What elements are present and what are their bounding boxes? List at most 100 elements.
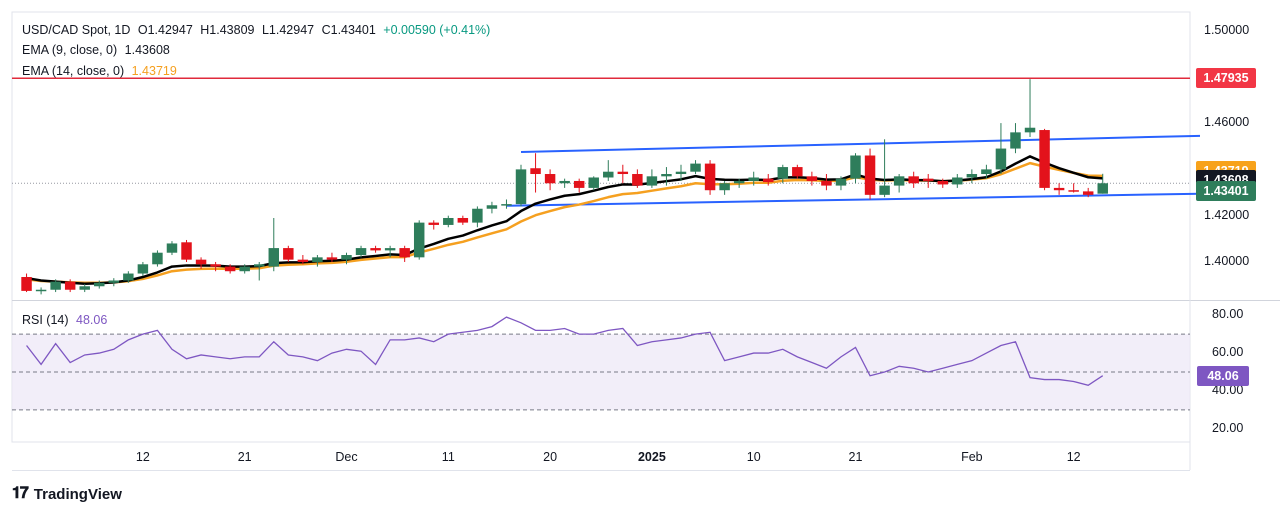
candle-body xyxy=(690,163,701,172)
candle-body xyxy=(646,176,658,186)
high-value: H1.43809 xyxy=(200,23,255,37)
candle-body xyxy=(617,171,629,175)
candle-body xyxy=(443,217,454,225)
open-value: O1.42947 xyxy=(137,23,193,37)
candle-body xyxy=(181,242,192,260)
candle-body xyxy=(763,178,774,183)
rsi-line xyxy=(26,316,1104,386)
candle-body xyxy=(501,204,512,206)
candle-body xyxy=(64,281,76,290)
candle-body xyxy=(893,176,905,186)
candle-body xyxy=(806,176,818,181)
rsi-label: RSI (14) xyxy=(22,313,69,327)
low-value: L1.42947 xyxy=(261,23,315,37)
candle-body xyxy=(370,248,381,251)
rsi-axis-tick: 60.00 xyxy=(1212,345,1244,360)
time-axis-tick: 21 xyxy=(237,450,252,464)
candle-body xyxy=(210,264,221,267)
candle-body xyxy=(908,176,919,184)
candle-body xyxy=(413,222,425,258)
candle-body xyxy=(1082,191,1094,195)
price-tag: 1.47935 xyxy=(1196,68,1256,89)
candle-body xyxy=(297,259,309,262)
ema9-line xyxy=(26,155,1103,285)
candle-body xyxy=(253,264,265,267)
time-axis-tick: 20 xyxy=(543,450,558,464)
candle-body xyxy=(879,185,890,195)
candle-body xyxy=(486,205,498,209)
candle-body xyxy=(864,155,876,195)
time-axis-tick: Dec xyxy=(335,450,358,464)
candle-body xyxy=(35,289,47,292)
candle-body xyxy=(588,177,599,188)
candle-body xyxy=(573,180,585,188)
candle-body xyxy=(1039,130,1050,188)
time-axis-tick: 21 xyxy=(848,450,863,464)
price-tag: 1.43401 xyxy=(1196,181,1256,202)
candle-body xyxy=(922,178,934,181)
candle-body xyxy=(1068,190,1079,192)
candle-body xyxy=(995,148,1007,170)
candle-body xyxy=(733,180,745,184)
candle-body xyxy=(123,273,134,281)
candle-body xyxy=(1097,183,1108,194)
candle-body xyxy=(937,180,949,185)
candle-body xyxy=(152,252,163,265)
candle-body xyxy=(632,174,643,186)
price-axis-tick: 1.50000 xyxy=(1204,22,1250,37)
candle-body xyxy=(559,180,570,184)
candle-body xyxy=(472,208,483,223)
candle-body xyxy=(981,169,992,175)
ema14-legend: EMA (14, close, 0) 1.43719 xyxy=(22,64,181,78)
candle-body xyxy=(428,222,439,225)
brand-name: TradingView xyxy=(33,485,122,503)
candle-body xyxy=(268,248,280,267)
candle-body xyxy=(79,286,90,290)
candle-body xyxy=(777,167,789,179)
tradingview-logo-icon: 𝟏𝟕 xyxy=(12,485,29,502)
price-axis-tick: 1.42000 xyxy=(1204,207,1250,222)
tradingview-brand[interactable]: 𝟏𝟕 TradingView xyxy=(12,485,122,503)
candle-body xyxy=(661,174,672,177)
symbol-title: USD/CAD Spot, 1D xyxy=(22,23,131,37)
time-axis-tick: 12 xyxy=(1066,450,1081,464)
candle-body xyxy=(748,177,759,181)
candle-body xyxy=(283,248,294,260)
time-axis-tick: 12 xyxy=(135,450,150,464)
rsi-axis-tick: 40.00 xyxy=(1212,382,1244,397)
candle-body xyxy=(166,243,178,253)
price-axis-tick: 1.40000 xyxy=(1204,253,1250,268)
candle-body xyxy=(1024,127,1036,133)
time-axis-tick: 2025 xyxy=(637,450,666,464)
symbol-legend: USD/CAD Spot, 1D O1.42947 H1.43809 L1.42… xyxy=(22,23,494,37)
candle-body xyxy=(137,264,149,274)
candle-body xyxy=(224,266,236,272)
candle-body xyxy=(384,248,396,251)
ema9-label: EMA (9, close, 0) xyxy=(22,43,118,57)
ema14-value: 1.43719 xyxy=(131,64,177,78)
candle-body xyxy=(850,155,861,179)
rsi-legend: RSI (14) 48.06 xyxy=(22,313,111,327)
candle-body xyxy=(21,277,32,291)
rsi-axis-tick: 20.00 xyxy=(1212,420,1244,435)
candle-body xyxy=(515,169,527,205)
candle-body xyxy=(399,248,410,258)
candle-body xyxy=(835,178,847,186)
candle-body xyxy=(792,167,803,177)
channel-upper-line xyxy=(520,134,1201,154)
candle-body xyxy=(1010,132,1021,149)
ema9-legend: EMA (9, close, 0) 1.43608 xyxy=(22,43,174,57)
candle-body xyxy=(966,174,978,178)
rsi-value-tag: 48.06 xyxy=(1197,365,1249,386)
candle-body xyxy=(312,257,323,262)
time-axis-tick: Feb xyxy=(961,450,983,464)
candle-body xyxy=(704,163,716,191)
candle-body xyxy=(355,248,367,256)
candle-body xyxy=(239,266,250,272)
candle-body xyxy=(457,217,469,223)
ema9-value: 1.43608 xyxy=(124,43,170,57)
ema14-label: EMA (14, close, 0) xyxy=(22,64,125,78)
candle-body xyxy=(675,171,687,175)
